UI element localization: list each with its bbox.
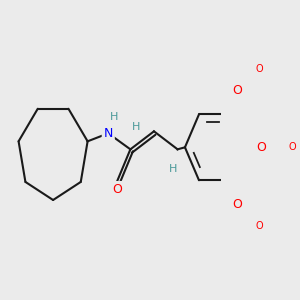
Text: O: O [255,221,263,231]
Text: O: O [112,183,122,196]
Text: H: H [110,112,118,122]
Text: N: N [103,127,113,140]
Text: O: O [255,64,263,74]
Text: O: O [257,141,267,154]
Text: O: O [289,142,297,152]
Text: O: O [232,198,242,211]
Text: H: H [132,122,140,132]
Text: O: O [232,84,242,97]
Text: H: H [169,164,177,174]
